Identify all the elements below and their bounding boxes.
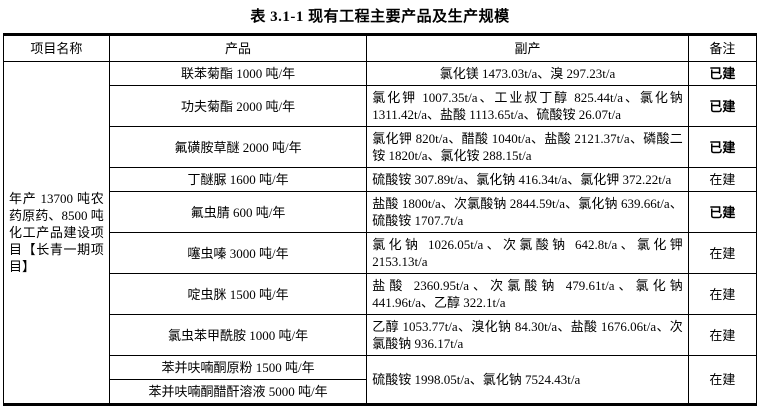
header-byproduct: 副产 (366, 34, 689, 62)
remark-cell: 已建 (687, 85, 758, 127)
byproduct-cell: 氯化钾 820t/a、醋酸 1040t/a、盐酸 2121.37t/a、磷酸二铵… (366, 126, 689, 168)
remark-cell: 在建 (687, 232, 758, 274)
remark-cell: 在建 (687, 273, 758, 315)
byproduct-cell: 氯化镁 1473.03t/a、溴 297.23t/a (366, 61, 689, 86)
table-row: 年产 13700 吨农药原药、8500 吨化工产品建设项目【长青一期项目】 联苯菊… (3, 61, 758, 405)
table-row: 氟磺胺草醚 2000 吨/年 氯化钾 820t/a、醋酸 1040t/a、盐酸 2… (4, 126, 758, 168)
table-row: 氯虫苯甲酰胺 1000 吨/年 乙醇 1053.77t/a、溴化钠 84.30t/… (4, 314, 758, 356)
remark-cell: 已建 (687, 61, 758, 86)
product-cell: 丁醚脲 1600 吨/年 (108, 167, 368, 192)
header-remark: 备注 (687, 34, 758, 62)
table-row: 功夫菊酯 2000 吨/年 氯化钾 1007.35t/a、工业叔丁醇 825.44… (4, 85, 758, 127)
header-project-name: 项目名称 (3, 34, 110, 62)
byproduct-cell: 盐酸 2360.95t/a、次氯酸钠 479.61t/a、氯化钠 441.96t… (366, 273, 689, 315)
table-body: 年产 13700 吨农药原药、8500 吨化工产品建设项目【长青一期项目】 联苯菊… (3, 61, 758, 405)
product-cell: 啶虫脒 1500 吨/年 (108, 273, 368, 315)
byproduct-cell: 硫酸铵 1998.05t/a、氯化钠 7524.43t/a (366, 355, 689, 405)
byproduct-cell: 硫酸铵 307.89t/a、氯化钠 416.34t/a、氯化钾 372.22t/… (366, 167, 689, 192)
remark-cell: 在建 (687, 167, 758, 192)
table-row: 噻虫嗪 3000 吨/年 氯化钠 1026.05t/a、次氯酸钠 642.8t/a… (4, 232, 758, 274)
table-row: 啶虫脒 1500 吨/年 盐酸 2360.95t/a、次氯酸钠 479.61t/a… (4, 273, 758, 315)
product-cell: 苯并呋喃酮醋酐溶液 5000 吨/年 (108, 379, 368, 405)
byproduct-cell: 盐酸 1800t/a、次氯酸钠 2844.59t/a、氯化钠 639.66t/a… (366, 191, 689, 233)
header-product: 产品 (108, 34, 368, 62)
header-row: 项目名称 产品 副产 备注 (3, 34, 758, 62)
remark-cell: 已建 (687, 126, 758, 168)
product-cell: 氟磺胺草醚 2000 吨/年 (108, 126, 368, 168)
table-header: 项目名称 产品 副产 备注 (3, 34, 758, 62)
remark-cell: 在建 (687, 314, 758, 356)
product-cell: 氯虫苯甲酰胺 1000 吨/年 (108, 314, 368, 356)
byproduct-cell: 氯化钾 1007.35t/a、工业叔丁醇 825.44t/a、氯化钠 1311.… (366, 85, 689, 127)
product-cell: 功夫菊酯 2000 吨/年 (108, 85, 368, 127)
product-cell: 氟虫腈 600 吨/年 (108, 191, 368, 233)
product-cell: 噻虫嗪 3000 吨/年 (108, 232, 368, 274)
table-row: 苯并呋喃酮醋酐溶液 5000 吨/年 (4, 379, 757, 405)
table-title: 表 3.1-1 现有工程主要产品及生产规模 (250, 9, 510, 25)
remark-cell: 在建 (687, 355, 758, 405)
products-table: 项目名称 产品 副产 备注 年产 13700 吨农药原药、8500 吨化工产品建… (3, 33, 758, 406)
byproduct-cell: 氯化钠 1026.05t/a、次氯酸钠 642.8t/a、氯化钾 2153.13… (366, 232, 689, 274)
product-cell: 联苯菊酯 1000 吨/年 (108, 61, 368, 86)
byproduct-cell: 乙醇 1053.77t/a、溴化钠 84.30t/a、盐酸 1676.06t/a… (366, 314, 689, 356)
product-cell: 苯并呋喃酮原粉 1500 吨/年 (108, 355, 368, 380)
project-name-cell: 年产 13700 吨农药原药、8500 吨化工产品建设项目【长青一期项目】 (3, 61, 110, 405)
table-row: 丁醚脲 1600 吨/年 硫酸铵 307.89t/a、氯化钠 416.34t/a、… (4, 167, 758, 192)
table-row: 氟虫腈 600 吨/年 盐酸 1800t/a、次氯酸钠 2844.59t/a、氯化… (4, 191, 758, 233)
table-row: 苯并呋喃酮原粉 1500 吨/年 硫酸铵 1998.05t/a、氯化钠 7524.… (4, 355, 758, 405)
remark-cell: 已建 (687, 191, 758, 233)
